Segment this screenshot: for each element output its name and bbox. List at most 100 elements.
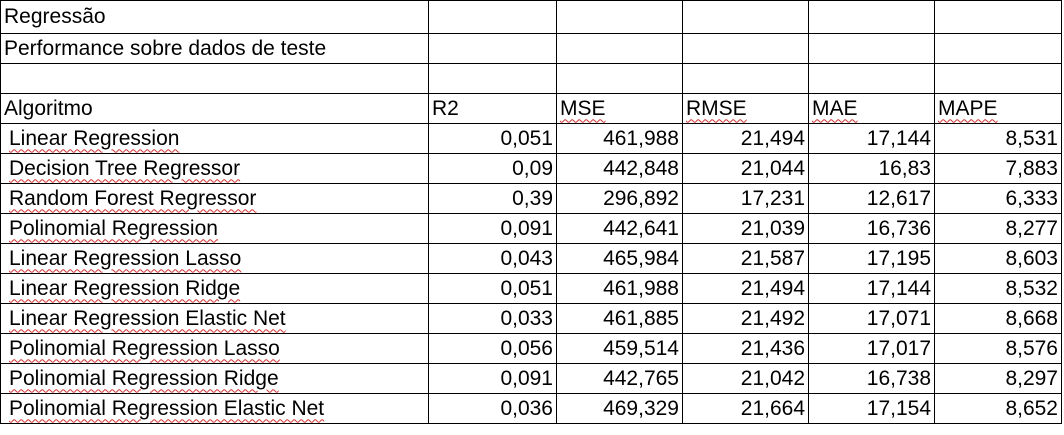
rmse-value-cell[interactable]: 21,436	[682, 333, 809, 364]
blank-row	[0, 63, 1062, 94]
r2-value-cell[interactable]: 0,051	[428, 123, 557, 154]
mae-value-cell[interactable]: 17,071	[808, 303, 935, 334]
mae-value-cell[interactable]: 16,736	[808, 213, 935, 244]
algorithm-name-cell[interactable]: Polinomial Regression	[0, 213, 429, 244]
mse-value-cell[interactable]: 442,641	[556, 213, 683, 244]
header-cell-r2[interactable]: R2	[428, 93, 557, 124]
r2-value-cell[interactable]: 0,09	[428, 153, 557, 184]
empty-cell[interactable]	[934, 0, 1062, 34]
mse-value-cell[interactable]: 459,514	[556, 333, 683, 364]
mape-value-cell[interactable]: 8,277	[934, 213, 1062, 244]
empty-cell[interactable]	[808, 33, 935, 64]
header-label: RMSE	[686, 96, 747, 120]
header-cell-mae[interactable]: MAE	[808, 93, 935, 124]
mae-value-cell[interactable]: 17,154	[808, 393, 935, 424]
empty-cell[interactable]	[682, 0, 809, 34]
mape-value-cell[interactable]: 8,297	[934, 363, 1062, 394]
mse-value-cell[interactable]: 461,988	[556, 123, 683, 154]
r2-value-cell[interactable]: 0,39	[428, 183, 557, 214]
r2-value-cell[interactable]: 0,091	[428, 363, 557, 394]
table-row: Linear Regression Lasso 0,043 465,984 21,58…	[0, 243, 1062, 274]
mape-value-cell[interactable]: 7,883	[934, 153, 1062, 184]
rmse-value-cell[interactable]: 21,039	[682, 213, 809, 244]
mse-value-cell[interactable]: 465,984	[556, 243, 683, 274]
algorithm-name-cell[interactable]: Polinomial Regression Ridge	[0, 363, 429, 394]
rmse-value-cell[interactable]: 21,042	[682, 363, 809, 394]
mse-value-cell[interactable]: 461,988	[556, 273, 683, 304]
mae-value-cell[interactable]: 17,017	[808, 333, 935, 364]
algorithm-name-cell[interactable]: Linear Regression Ridge	[0, 273, 429, 304]
algorithm-name-cell[interactable]: Polinomial Regression Lasso	[0, 333, 429, 364]
empty-cell[interactable]	[934, 33, 1062, 64]
algorithm-name: Linear Regression Ridge	[9, 276, 241, 300]
mse-value-cell[interactable]: 469,329	[556, 393, 683, 424]
mae-value-cell[interactable]: 12,617	[808, 183, 935, 214]
algorithm-name: Polinomial Regression Elastic Net	[9, 396, 325, 420]
r2-value-cell[interactable]: 0,043	[428, 243, 557, 274]
mape-value-cell[interactable]: 8,531	[934, 123, 1062, 154]
rmse-value-cell[interactable]: 21,664	[682, 393, 809, 424]
r2-value-cell[interactable]: 0,033	[428, 303, 557, 334]
header-cell-rmse[interactable]: RMSE	[682, 93, 809, 124]
empty-cell[interactable]	[934, 63, 1062, 94]
header-row: Algoritmo R2 MSE RMSE MAE MAPE	[0, 93, 1062, 124]
algorithm-name-cell[interactable]: Linear Regression	[0, 123, 429, 154]
mse-value-cell[interactable]: 296,892	[556, 183, 683, 214]
header-label: MAPE	[938, 96, 998, 120]
empty-cell[interactable]	[808, 0, 935, 34]
r2-value-cell[interactable]: 0,056	[428, 333, 557, 364]
empty-cell[interactable]	[808, 63, 935, 94]
mape-value-cell[interactable]: 8,603	[934, 243, 1062, 274]
empty-cell[interactable]	[556, 0, 683, 34]
mae-value-cell[interactable]: 16,738	[808, 363, 935, 394]
rmse-value-cell[interactable]: 21,492	[682, 303, 809, 334]
subtitle-row: Performance sobre dados de teste	[0, 33, 1062, 64]
mse-value-cell[interactable]: 461,885	[556, 303, 683, 334]
algorithm-name: Linear Regression Lasso	[9, 246, 242, 270]
algorithm-name: Polinomial Regression Ridge	[9, 366, 279, 390]
mape-value-cell[interactable]: 6,333	[934, 183, 1062, 214]
algorithm-name-cell[interactable]: Random Forest Regressor	[0, 183, 429, 214]
empty-cell[interactable]	[682, 33, 809, 64]
header-cell-mse[interactable]: MSE	[556, 93, 683, 124]
mse-value-cell[interactable]: 442,848	[556, 153, 683, 184]
header-cell-algoritmo[interactable]: Algoritmo	[0, 93, 429, 124]
header-label: Algoritmo	[4, 96, 93, 120]
mape-value-cell[interactable]: 8,668	[934, 303, 1062, 334]
header-cell-mape[interactable]: MAPE	[934, 93, 1062, 124]
empty-cell[interactable]	[556, 63, 683, 94]
empty-cell[interactable]	[428, 0, 557, 34]
empty-cell[interactable]	[682, 63, 809, 94]
mape-value-cell[interactable]: 8,652	[934, 393, 1062, 424]
mse-value-cell[interactable]: 442,765	[556, 363, 683, 394]
algorithm-name-cell[interactable]: Linear Regression Elastic Net	[0, 303, 429, 334]
r2-value-cell[interactable]: 0,051	[428, 273, 557, 304]
table-row: Linear Regression Elastic Net 0,033 461,88…	[0, 303, 1062, 334]
rmse-value-cell[interactable]: 17,231	[682, 183, 809, 214]
mae-value-cell[interactable]: 17,144	[808, 273, 935, 304]
mae-value-cell[interactable]: 17,195	[808, 243, 935, 274]
empty-cell[interactable]	[556, 33, 683, 64]
title-cell[interactable]: Regressão	[0, 0, 429, 34]
empty-cell[interactable]	[428, 63, 557, 94]
mae-value-cell[interactable]: 17,144	[808, 123, 935, 154]
mape-value-cell[interactable]: 8,532	[934, 273, 1062, 304]
empty-cell[interactable]	[0, 63, 429, 94]
algorithm-name-cell[interactable]: Decision Tree Regressor	[0, 153, 429, 184]
rmse-value-cell[interactable]: 21,494	[682, 123, 809, 154]
subtitle-cell[interactable]: Performance sobre dados de teste	[0, 33, 429, 64]
rmse-value-cell[interactable]: 21,587	[682, 243, 809, 274]
table-row: Polinomial Regression Elastic Net 0,036 46…	[0, 393, 1062, 424]
table-row: Linear Regression Ridge 0,051 461,988 21,49…	[0, 273, 1062, 304]
algorithm-name: Polinomial Regression Lasso	[9, 336, 280, 360]
r2-value-cell[interactable]: 0,036	[428, 393, 557, 424]
r2-value-cell[interactable]: 0,091	[428, 213, 557, 244]
mae-value-cell[interactable]: 16,83	[808, 153, 935, 184]
mape-value-cell[interactable]: 8,576	[934, 333, 1062, 364]
rmse-value-cell[interactable]: 21,494	[682, 273, 809, 304]
empty-cell[interactable]	[428, 33, 557, 64]
rmse-value-cell[interactable]: 21,044	[682, 153, 809, 184]
algorithm-name-cell[interactable]: Linear Regression Lasso	[0, 243, 429, 274]
algorithm-name-cell[interactable]: Polinomial Regression Elastic Net	[0, 393, 429, 424]
header-label: MAE	[812, 96, 858, 120]
